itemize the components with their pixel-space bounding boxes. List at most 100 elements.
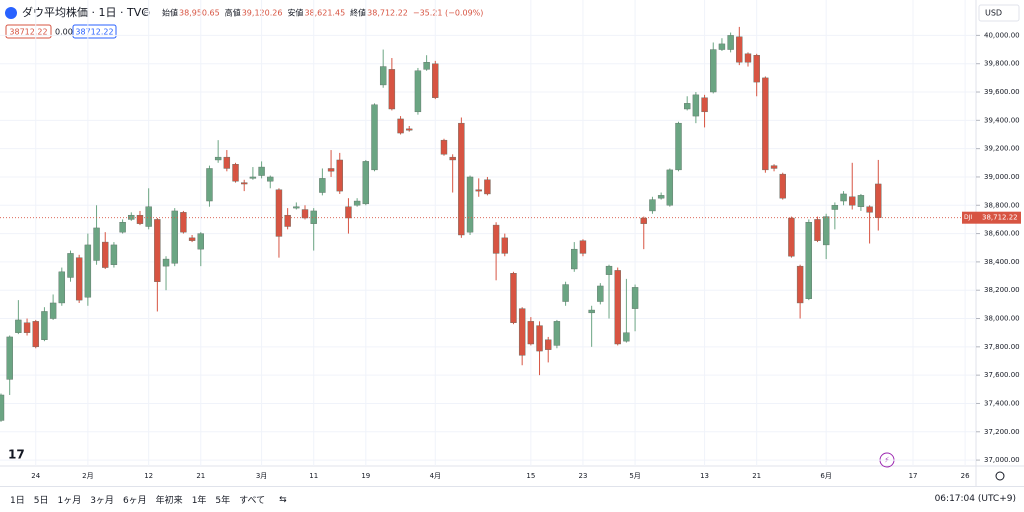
chart-title: ダウ平均株価 · 1日 · TVC bbox=[22, 5, 149, 19]
candle-body bbox=[475, 189, 482, 192]
range-button[interactable]: 3ヶ月 bbox=[90, 496, 114, 506]
x-tick-label: 5月 bbox=[629, 472, 640, 480]
candle-body bbox=[440, 139, 448, 155]
range-button[interactable]: 6ヶ月 bbox=[122, 496, 147, 506]
candle-body bbox=[258, 166, 265, 176]
candle-body bbox=[406, 128, 413, 131]
price-tag bbox=[977, 211, 1021, 224]
candle-body bbox=[553, 321, 561, 346]
range-button[interactable]: すべて bbox=[239, 496, 266, 506]
x-tick-label: 21 bbox=[752, 472, 761, 480]
y-tick-label: 37,400.00 bbox=[984, 399, 1020, 407]
y-tick-label: 40,000.00 bbox=[984, 31, 1020, 39]
candle-body bbox=[214, 156, 222, 161]
currency-button[interactable] bbox=[978, 4, 1020, 22]
range-button[interactable]: 5日 bbox=[33, 496, 49, 506]
candle-body bbox=[649, 199, 656, 212]
candle-body bbox=[458, 122, 465, 236]
range-button[interactable]: 5年 bbox=[215, 496, 231, 506]
x-tick-label: 2月 bbox=[82, 472, 93, 480]
ohlc-value: 38,621.45 bbox=[304, 9, 345, 18]
candle-body bbox=[41, 311, 48, 340]
x-tick-label: 12 bbox=[144, 472, 153, 480]
legend-value: 0.00 bbox=[55, 28, 73, 37]
range-button[interactable]: 1日 bbox=[10, 496, 25, 506]
candle-body bbox=[58, 271, 66, 304]
range-button[interactable]: 1年 bbox=[191, 496, 207, 506]
candle-body bbox=[545, 339, 552, 350]
x-tick-label: 4月 bbox=[430, 472, 441, 480]
candle-body bbox=[162, 258, 170, 267]
candle-body bbox=[345, 206, 352, 219]
candle-body bbox=[206, 168, 213, 202]
candle-body bbox=[718, 43, 726, 50]
x-tick-label: 19 bbox=[361, 472, 370, 480]
candle-body bbox=[23, 322, 31, 333]
candle-body bbox=[327, 168, 335, 172]
candle-body bbox=[796, 265, 804, 304]
candle-body bbox=[32, 321, 39, 348]
currency[interactable]: USD bbox=[985, 9, 1002, 18]
candle-body bbox=[232, 164, 239, 182]
candle-body bbox=[102, 241, 109, 268]
collapse-icon: ⊖ bbox=[143, 9, 151, 19]
legend-box bbox=[72, 24, 117, 39]
candle-body bbox=[241, 182, 248, 185]
y-tick-label: 37,600.00 bbox=[984, 371, 1020, 379]
legend-box bbox=[5, 24, 52, 39]
candle-body bbox=[770, 165, 778, 169]
candle-body bbox=[692, 94, 700, 117]
y-tick-label: 39,200.00 bbox=[984, 145, 1020, 153]
ohlc-value: 38,950.65 bbox=[179, 9, 220, 18]
y-tick-label: 38,400.00 bbox=[984, 258, 1020, 266]
x-tick-label: 24 bbox=[31, 472, 40, 480]
candle-body bbox=[857, 195, 865, 207]
x-tick-label: 11 bbox=[309, 472, 318, 480]
chart: ダウ平均株価 · 1日 · TVC ⊖ 始値38,950.65高値39,120.… bbox=[0, 0, 1024, 486]
candle-body bbox=[84, 244, 92, 298]
candle-body bbox=[188, 237, 196, 241]
y-tick-label: 39,800.00 bbox=[984, 60, 1020, 68]
x-tick-label: 3月 bbox=[256, 472, 267, 480]
candle-body bbox=[0, 394, 5, 421]
candle-body bbox=[397, 118, 404, 134]
candle-body bbox=[484, 179, 491, 195]
symbol-tag bbox=[962, 211, 977, 224]
candle-body bbox=[631, 287, 639, 309]
settings-icon[interactable] bbox=[995, 471, 1005, 481]
legend-value: 38712.22 bbox=[75, 28, 113, 37]
candle-body bbox=[423, 62, 430, 70]
date-range-icon[interactable]: ⇆ bbox=[279, 494, 287, 505]
candle-body bbox=[666, 169, 674, 206]
range-button[interactable]: 1ヶ月 bbox=[57, 496, 82, 506]
candle-body bbox=[562, 284, 569, 302]
candle-body bbox=[579, 240, 587, 254]
x-tick-label: 6月 bbox=[820, 472, 831, 480]
range-button[interactable]: 年初来 bbox=[155, 496, 183, 506]
candle-body bbox=[518, 308, 526, 356]
candle-body bbox=[223, 156, 231, 169]
x-tick-label: 26 bbox=[961, 472, 970, 480]
symbol-logo bbox=[5, 7, 17, 19]
candle-body bbox=[588, 309, 595, 314]
x-tick-label: 15 bbox=[526, 472, 535, 480]
candle-body bbox=[93, 227, 100, 261]
candle-body bbox=[683, 103, 691, 110]
y-tick-label: 38,200.00 bbox=[984, 286, 1020, 294]
candle-body bbox=[319, 178, 326, 193]
candle-body bbox=[432, 63, 439, 98]
candle-body bbox=[154, 219, 161, 282]
candle-body bbox=[623, 332, 630, 342]
candle-body bbox=[15, 319, 22, 333]
candle-body bbox=[640, 217, 647, 224]
y-tick-label: 38,800.00 bbox=[984, 201, 1020, 209]
candle-body bbox=[675, 122, 682, 171]
y-tick-label: 39,600.00 bbox=[984, 88, 1020, 96]
ohlc-label: 終値 bbox=[350, 8, 366, 18]
y-tick-label: 39,400.00 bbox=[984, 116, 1020, 124]
candle-body bbox=[492, 224, 500, 254]
ohlc-value: 38,712.22 bbox=[367, 9, 408, 18]
candle-body bbox=[449, 156, 456, 161]
y-tick-label: 37,000.00 bbox=[984, 456, 1020, 464]
